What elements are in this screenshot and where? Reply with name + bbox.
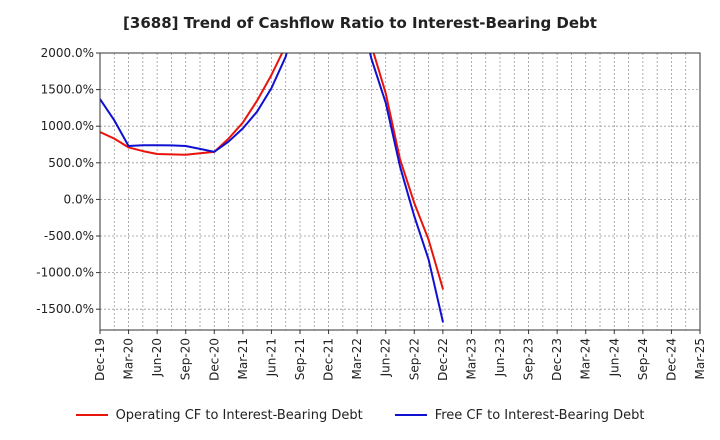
x-tick-label: Sep-24 <box>636 338 650 380</box>
y-tick-label: -500.0% <box>44 229 94 243</box>
x-tick-label: Dec-20 <box>207 338 221 381</box>
x-tick-label: Dec-19 <box>93 338 107 381</box>
y-tick-label: -1000.0% <box>36 266 94 280</box>
legend-label-free-cf: Free CF to Interest-Bearing Debt <box>434 407 645 423</box>
x-tick-label: Dec-22 <box>436 338 450 381</box>
x-tick-label: Dec-21 <box>322 338 336 381</box>
x-tick-label: Sep-22 <box>407 338 421 380</box>
chart-title: [3688] Trend of Cashflow Ratio to Intere… <box>123 14 597 32</box>
x-tick-label: Sep-23 <box>522 338 536 380</box>
x-tick-label: Mar-23 <box>464 338 478 379</box>
series-line-operating-cf <box>100 53 444 290</box>
x-tick-label: Sep-20 <box>179 338 193 380</box>
y-tick-label: 0.0% <box>64 192 95 206</box>
x-tick-label: Jun-22 <box>379 338 393 377</box>
legend-line-operating-cf <box>75 414 108 416</box>
y-tick-label: -1500.0% <box>36 302 94 316</box>
x-tick-label: Mar-20 <box>122 338 136 379</box>
legend-label-operating-cf: Operating CF to Interest-Bearing Debt <box>115 407 363 423</box>
x-tick-label: Mar-22 <box>350 338 364 379</box>
series-layer <box>100 53 444 323</box>
x-tick-label: Dec-24 <box>664 338 678 381</box>
series-line-free-cf <box>100 53 444 323</box>
legend-item-free-cf: Free CF to Interest-Bearing Debt <box>394 407 645 423</box>
x-tick-label: Jun-21 <box>264 338 278 377</box>
x-tick-label: Jun-20 <box>150 338 164 377</box>
x-axis: Dec-19 Mar-20 Jun-20 Sep-20 Dec-20 Mar-21 Jun-… <box>93 330 707 381</box>
y-tick-label: 1000.0% <box>41 119 94 133</box>
legend-item-operating-cf: Operating CF to Interest-Bearing Debt <box>75 407 363 423</box>
x-tick-label: Jun-24 <box>607 338 621 377</box>
y-axis: 2000.0% 1500.0% 1000.0% 500.0% 0.0% -500.0% -1… <box>36 46 100 316</box>
x-tick-label: Jun-23 <box>493 338 507 377</box>
x-tick-label: Mar-25 <box>693 338 707 379</box>
x-tick-label: Mar-24 <box>579 338 593 379</box>
x-tick-label: Dec-23 <box>550 338 564 381</box>
y-tick-label: 2000.0% <box>41 46 94 60</box>
plot-border <box>99 52 701 331</box>
legend-line-free-cf <box>394 414 427 416</box>
plot-background <box>100 53 700 330</box>
legend: Operating CF to Interest-Bearing Debt Fr… <box>0 404 720 426</box>
x-tick-label: Sep-21 <box>293 338 307 380</box>
x-tick-label: Mar-21 <box>236 338 250 379</box>
y-tick-label: 1500.0% <box>41 83 94 97</box>
y-tick-label: 500.0% <box>48 156 94 170</box>
